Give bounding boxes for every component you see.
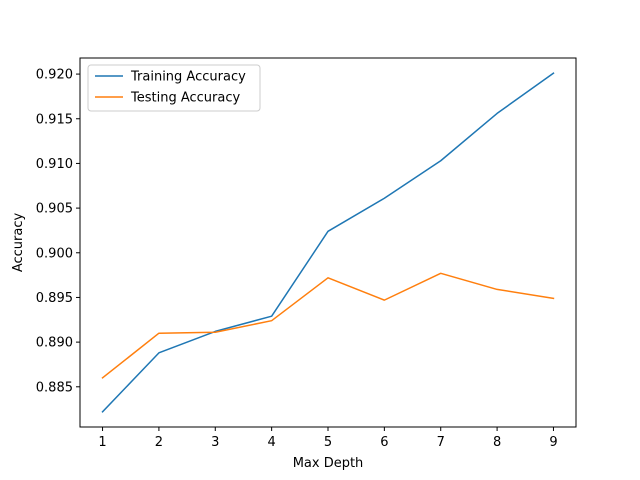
series-line-training: [101, 72, 555, 413]
plot-frame: [79, 57, 577, 428]
y-tick-label: 0.900: [36, 246, 73, 261]
y-axis: 0.885 0.890 0.895 0.900 0.905 0.910 0.915 0.920: [36, 68, 80, 395]
x-tick-label: 2: [155, 435, 163, 450]
legend: Training Accuracy Testing Accuracy: [87, 64, 261, 112]
legend-label: Testing Accuracy: [130, 91, 240, 106]
x-tick-label: 9: [549, 435, 557, 450]
y-axis-label: Accuracy: [11, 213, 26, 273]
legend-label: Training Accuracy: [130, 70, 246, 85]
y-tick-label: 0.890: [36, 336, 73, 351]
y-tick-label: 0.885: [36, 380, 73, 395]
y-tick-label: 0.910: [36, 157, 73, 172]
x-axis-label: Max Depth: [293, 456, 364, 471]
y-tick-label: 0.920: [36, 68, 73, 83]
x-axis: 1 2 3 4 5 6 7 8 9: [98, 427, 558, 450]
x-tick-label: 8: [493, 435, 501, 450]
x-tick-label: 6: [380, 435, 388, 450]
y-tick-label: 0.915: [36, 112, 73, 127]
y-tick-label: 0.895: [36, 291, 73, 306]
x-tick-label: 1: [98, 435, 106, 450]
x-tick-label: 7: [437, 435, 445, 450]
x-tick-label: 4: [267, 435, 275, 450]
series-line-testing: [101, 272, 555, 379]
legend-box: [87, 64, 261, 112]
x-tick-label: 3: [211, 435, 219, 450]
x-tick-label: 5: [324, 435, 332, 450]
y-tick-label: 0.905: [36, 202, 73, 217]
